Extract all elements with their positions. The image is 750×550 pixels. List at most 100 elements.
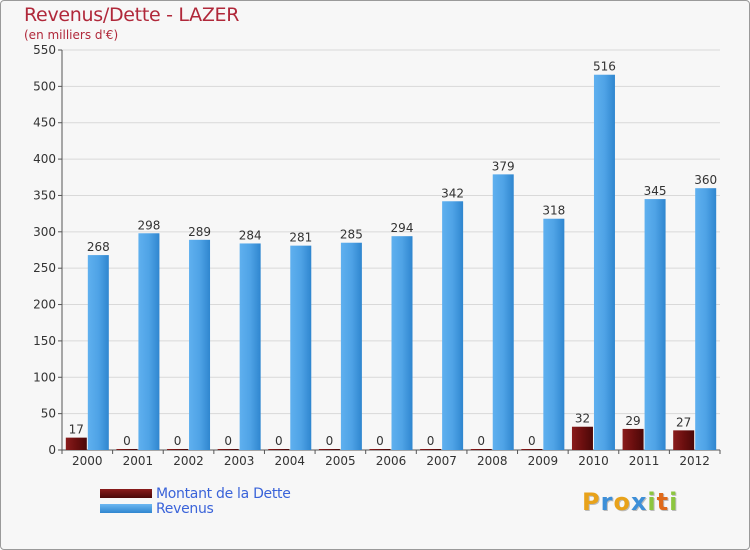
x-tick-label: 2012 xyxy=(679,454,710,468)
y-tick-label: 500 xyxy=(33,79,56,93)
bar-debt-2007 xyxy=(420,449,442,450)
bar-revenus-2006 xyxy=(391,236,413,450)
bar-debt-2001 xyxy=(116,449,138,450)
bar-debt-2006 xyxy=(369,449,391,450)
legend: Montant de la Dette Revenus xyxy=(100,485,291,517)
legend-label-revenus: Revenus xyxy=(156,500,214,517)
data-label-debt-2008: 0 xyxy=(477,434,485,448)
x-tick-label: 2009 xyxy=(528,454,559,468)
labels-layer: 17 268 0 298 0 289 0 284 0 281 0 285 0 294 0 342 0 379 0 31… xyxy=(69,60,717,448)
logo-letter: r xyxy=(600,488,614,516)
data-label-revenus-2008: 379 xyxy=(492,159,515,173)
bar-debt-2004 xyxy=(268,449,290,450)
data-label-debt-2006: 0 xyxy=(376,434,384,448)
bar-revenus-2007 xyxy=(442,201,464,450)
data-label-revenus-2001: 298 xyxy=(137,218,160,232)
data-label-debt-2003: 0 xyxy=(224,434,232,448)
data-label-revenus-2000: 268 xyxy=(87,240,110,254)
data-label-revenus-2012: 360 xyxy=(694,173,717,187)
x-tick-label: 2000 xyxy=(72,454,103,468)
data-label-revenus-2002: 289 xyxy=(188,225,211,239)
x-tick-label: 2006 xyxy=(376,454,407,468)
y-tick-label: 550 xyxy=(33,43,56,57)
logo-letter: i xyxy=(669,488,679,516)
y-tick-label: 400 xyxy=(33,152,56,166)
plot-area xyxy=(62,50,720,450)
y-tick-label: 0 xyxy=(48,443,56,457)
bar-revenus-2002 xyxy=(189,239,211,450)
legend-label-debt: Montant de la Dette xyxy=(156,485,291,502)
data-label-debt-2001: 0 xyxy=(123,434,131,448)
data-label-debt-2005: 0 xyxy=(326,434,334,448)
data-label-revenus-2003: 284 xyxy=(239,228,262,242)
legend-item-revenus: Revenus xyxy=(100,500,291,517)
logo-letter: i xyxy=(647,488,657,516)
data-label-revenus-2006: 294 xyxy=(391,221,414,235)
bar-revenus-2003 xyxy=(239,243,261,450)
proxiti-logo: Proxiti xyxy=(582,488,678,516)
y-tick-label: 100 xyxy=(33,370,56,384)
x-tick-label: 2008 xyxy=(477,454,508,468)
x-tick-label: 2004 xyxy=(274,454,305,468)
bar-revenus-2008 xyxy=(492,174,514,450)
legend-item-debt: Montant de la Dette xyxy=(100,485,291,502)
data-label-debt-2004: 0 xyxy=(275,434,283,448)
y-tick-label: 50 xyxy=(41,407,56,421)
data-label-revenus-2009: 318 xyxy=(542,204,565,218)
x-tick-label: 2001 xyxy=(123,454,154,468)
data-label-debt-2012: 27 xyxy=(676,415,691,429)
grid-layer xyxy=(62,49,720,451)
x-tick-label: 2003 xyxy=(224,454,255,468)
y-tick-label: 150 xyxy=(33,334,56,348)
data-label-debt-2010: 32 xyxy=(575,412,590,426)
bar-revenus-2011 xyxy=(644,199,666,450)
bar-revenus-2004 xyxy=(290,245,312,450)
chart-title: Revenus/Dette - LAZER xyxy=(24,4,240,26)
y-tick-label: 300 xyxy=(33,225,56,239)
bar-debt-2003 xyxy=(217,449,239,450)
data-label-debt-2002: 0 xyxy=(174,434,182,448)
bar-debt-2010 xyxy=(571,426,593,450)
y-tick-label: 450 xyxy=(33,116,56,130)
bar-debt-2012 xyxy=(673,430,695,450)
bar-debt-2009 xyxy=(521,449,543,450)
logo-letter: o xyxy=(613,488,631,516)
y-tick-label: 200 xyxy=(33,298,56,312)
y-tick-label: 350 xyxy=(33,188,56,202)
bar-debt-2008 xyxy=(470,449,492,450)
axis-layer: 0 50 100 150 200 250 300 350 400 450 500 550 2000 200… xyxy=(33,43,721,468)
data-label-revenus-2004: 281 xyxy=(289,231,312,245)
logo-letter: P xyxy=(582,488,601,516)
legend-swatch-revenus xyxy=(100,504,152,513)
data-label-revenus-2011: 345 xyxy=(644,184,667,198)
chart-subtitle: (en milliers d'€) xyxy=(24,28,119,42)
logo-letter: t xyxy=(656,488,670,516)
bars-layer xyxy=(65,74,717,451)
bar-debt-2005 xyxy=(318,449,340,450)
data-label-debt-2000: 17 xyxy=(69,423,84,437)
bar-revenus-2009 xyxy=(543,218,565,450)
data-label-revenus-2010: 516 xyxy=(593,60,616,74)
bar-debt-2002 xyxy=(167,449,189,450)
bar-revenus-2001 xyxy=(138,233,160,450)
data-label-debt-2011: 29 xyxy=(625,414,640,428)
legend-swatch-debt xyxy=(100,489,152,498)
bar-revenus-2012 xyxy=(695,188,717,450)
data-label-revenus-2005: 285 xyxy=(340,228,363,242)
data-label-debt-2009: 0 xyxy=(528,434,536,448)
data-label-debt-2007: 0 xyxy=(427,434,435,448)
bar-revenus-2005 xyxy=(340,242,362,450)
bar-debt-2011 xyxy=(622,428,644,450)
data-label-revenus-2007: 342 xyxy=(441,186,464,200)
logo-letter: x xyxy=(630,488,648,516)
x-tick-label: 2007 xyxy=(426,454,457,468)
x-tick-label: 2005 xyxy=(325,454,356,468)
bar-revenus-2010 xyxy=(593,74,615,451)
bar-debt-2000 xyxy=(65,437,87,450)
x-tick-label: 2002 xyxy=(173,454,204,468)
bar-revenus-2000 xyxy=(87,255,109,450)
x-tick-label: 2010 xyxy=(578,454,609,468)
y-tick-label: 250 xyxy=(33,261,56,275)
x-tick-label: 2011 xyxy=(629,454,660,468)
